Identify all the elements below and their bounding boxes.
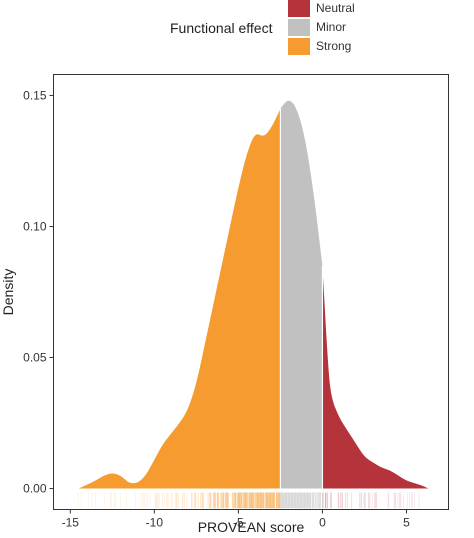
x-tick-label: -15 bbox=[62, 516, 80, 530]
legend-label-neutral: Neutral bbox=[316, 1, 355, 15]
legend-item-strong: Strong bbox=[288, 38, 408, 56]
plot-area bbox=[78, 100, 429, 509]
x-tick-label: 5 bbox=[403, 516, 410, 530]
x-axis-label: PROVEAN score bbox=[198, 519, 305, 535]
y-axis: 0.00 0.05 0.10 0.15 bbox=[23, 88, 54, 496]
density-area-minor bbox=[280, 100, 323, 489]
y-axis-label: Density bbox=[0, 269, 16, 316]
legend: Functional effect Neutral Minor Strong bbox=[0, 0, 474, 60]
x-tick-label: -10 bbox=[146, 516, 164, 530]
x-axis: -15 -10 -5 0 5 bbox=[62, 509, 410, 530]
x-tick-label: 0 bbox=[319, 516, 326, 530]
panel-border bbox=[53, 74, 449, 510]
x-tick-label: -5 bbox=[233, 516, 244, 530]
y-tick-label: 0.10 bbox=[23, 219, 47, 233]
rug-marks bbox=[78, 492, 420, 509]
legend-swatch-strong bbox=[288, 38, 310, 55]
legend-swatch-minor bbox=[288, 19, 310, 36]
y-tick-label: 0.05 bbox=[23, 351, 47, 365]
legend-label-strong: Strong bbox=[316, 39, 352, 53]
legend-label-minor: Minor bbox=[316, 20, 347, 34]
density-area-strong bbox=[78, 108, 281, 489]
legend-item-neutral: Neutral bbox=[288, 0, 408, 18]
y-tick-label: 0.00 bbox=[23, 482, 47, 496]
legend-title: Functional effect bbox=[170, 20, 273, 36]
y-tick-label: 0.15 bbox=[23, 88, 47, 102]
legend-item-minor: Minor bbox=[288, 19, 408, 37]
legend-swatch-neutral bbox=[288, 0, 310, 17]
density-area-neutral bbox=[322, 265, 429, 489]
